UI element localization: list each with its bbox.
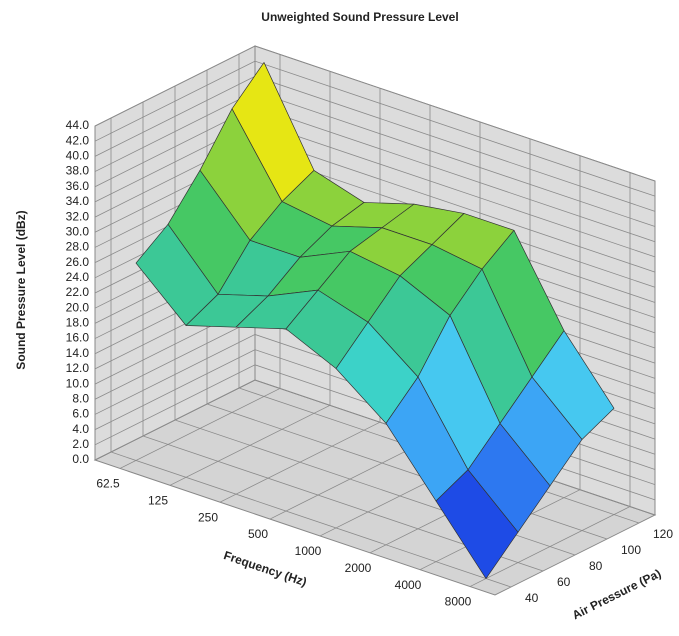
- z-tick-label: 20.0: [66, 300, 90, 314]
- z-tick-label: 2.0: [72, 437, 89, 451]
- x-tick-label: 8000: [445, 595, 472, 609]
- z-axis-title: Sound Pressure Level (dBz): [14, 210, 28, 369]
- grid-line: [469, 172, 631, 587]
- x-tick-label: 62.5: [96, 477, 120, 491]
- z-tick-label: 16.0: [66, 331, 90, 345]
- z-tick-label: 12.0: [66, 361, 90, 375]
- z-tick-label: 44.0: [66, 118, 90, 132]
- grid-line: [110, 118, 512, 588]
- grid-line: [219, 88, 381, 503]
- z-tick-label: 26.0: [66, 255, 90, 269]
- z-tick-label: 34.0: [66, 194, 90, 208]
- x-tick-label: 2000: [345, 561, 372, 575]
- z-tick-label: 8.0: [72, 391, 89, 405]
- z-tick-label: 6.0: [72, 407, 89, 421]
- z-tick-label: 22.0: [66, 285, 90, 299]
- y-tick-label: 40: [525, 591, 539, 605]
- z-tick-label: 0.0: [72, 452, 89, 466]
- x-tick-label: 1000: [295, 544, 322, 558]
- z-tick-label: 32.0: [66, 209, 90, 223]
- z-tick-label: 10.0: [66, 376, 90, 390]
- chart-title: Unweighted Sound Pressure Level: [261, 10, 458, 24]
- z-tick-label: 38.0: [66, 164, 90, 178]
- y-tick-label: 120: [653, 527, 673, 541]
- z-tick-label: 14.0: [66, 346, 90, 360]
- z-tick-label: 28.0: [66, 240, 90, 254]
- z-tick-label: 18.0: [66, 316, 90, 330]
- x-tick-label: 500: [248, 527, 268, 541]
- surface-patch: [435, 469, 519, 579]
- x-tick-label: 4000: [395, 578, 422, 592]
- y-tick-label: 60: [557, 575, 571, 589]
- y-tick-label: 80: [589, 559, 603, 573]
- z-tick-label: 24.0: [66, 270, 90, 284]
- grid-line: [142, 102, 544, 572]
- x-tick-label: 125: [148, 493, 168, 507]
- z-tick-label: 36.0: [66, 179, 90, 193]
- z-tick-label: 30.0: [66, 224, 90, 238]
- grid-line: [94, 45, 656, 182]
- y-tick-label: 100: [621, 543, 641, 557]
- y-axis-title: Air Pressure (Pa): [570, 566, 663, 622]
- z-tick-label: 40.0: [66, 149, 90, 163]
- z-tick-label: 4.0: [72, 422, 89, 436]
- grid-line: [94, 60, 656, 197]
- x-tick-label: 250: [198, 510, 218, 524]
- z-tick-label: 42.0: [66, 133, 90, 147]
